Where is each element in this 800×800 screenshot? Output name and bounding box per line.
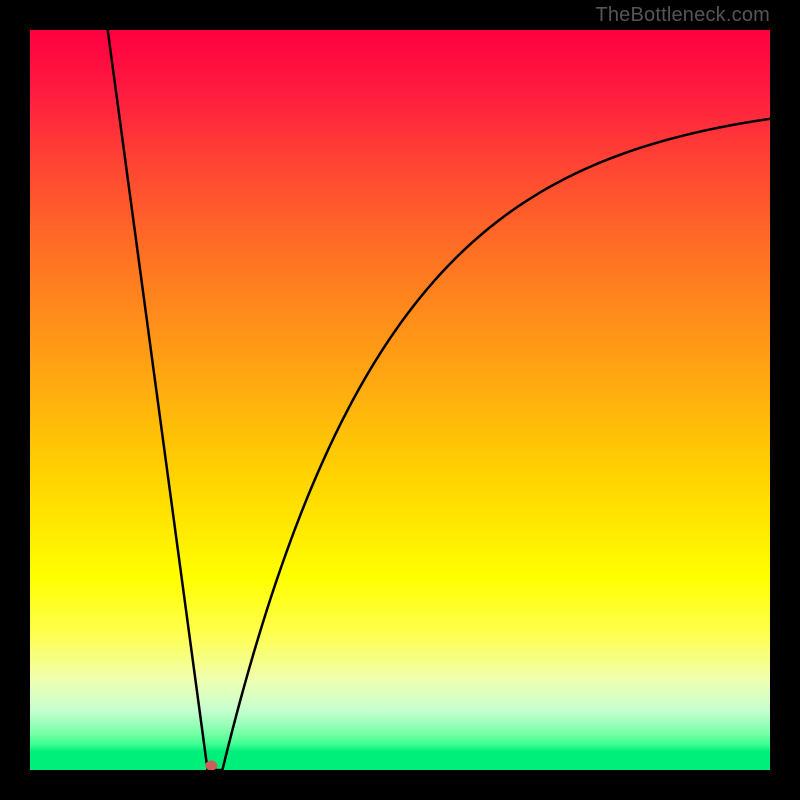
- chart-frame: TheBottleneck.com: [0, 0, 800, 800]
- plot-svg: [30, 30, 770, 770]
- plot-area: [30, 30, 770, 770]
- watermark-text: TheBottleneck.com: [595, 4, 770, 27]
